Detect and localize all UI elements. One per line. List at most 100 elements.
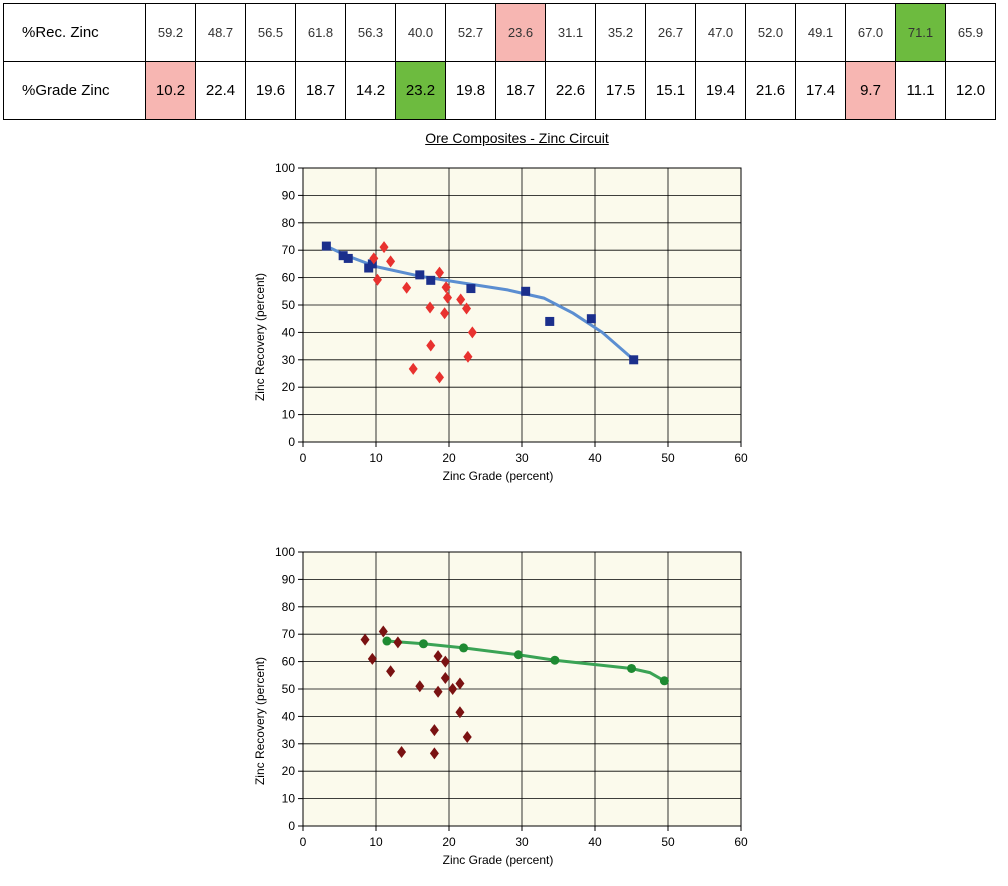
data-point-diamond xyxy=(360,633,370,646)
data-point-diamond xyxy=(463,350,473,363)
data-point-circle xyxy=(459,643,469,653)
x-tick-label: 0 xyxy=(300,451,307,465)
table-cell: 19.8 xyxy=(445,61,496,120)
table-cell: 48.7 xyxy=(195,3,246,62)
table-cell: 22.4 xyxy=(195,61,246,120)
data-point-diamond xyxy=(429,747,439,760)
table-cell: 56.3 xyxy=(345,3,396,62)
data-point-diamond xyxy=(440,307,450,320)
y-tick-label: 70 xyxy=(282,627,296,641)
table-cell: 47.0 xyxy=(695,3,746,62)
data-point-diamond xyxy=(415,680,425,693)
data-point-square xyxy=(338,251,348,261)
table-row-grade: %Grade Zinc 10.2 22.4 19.6 18.7 14.2 23.2 19.8… xyxy=(3,61,996,120)
y-tick-label: 10 xyxy=(282,408,296,422)
x-axis-label: Zinc Grade (percent) xyxy=(443,469,554,483)
data-point-diamond xyxy=(467,326,477,339)
data-point-square xyxy=(343,253,353,263)
x-tick-label: 40 xyxy=(588,835,602,849)
table-cell: 56.5 xyxy=(245,3,296,62)
table-cell: 35.2 xyxy=(595,3,646,62)
data-point-diamond xyxy=(433,685,443,698)
data-point-diamond xyxy=(397,746,407,759)
table-cell: 23.6 xyxy=(495,3,546,62)
y-tick-label: 100 xyxy=(275,545,295,559)
data-point-diamond xyxy=(462,302,472,315)
x-tick-label: 20 xyxy=(442,835,456,849)
data-point-square xyxy=(521,286,531,296)
recovery-grade-chart-bottom: 0 10 20 30 40 50 60 70 80 90 100 0 10 20 30 40 50 60 Zinc … xyxy=(253,545,748,867)
data-point-circle xyxy=(627,663,636,673)
data-point-diamond xyxy=(456,293,466,306)
data-point-diamond xyxy=(443,291,453,304)
table-cell: 49.1 xyxy=(795,3,846,62)
y-tick-label: 0 xyxy=(288,435,295,449)
data-point-diamond xyxy=(435,371,445,384)
data-point-circle xyxy=(513,650,523,660)
data-point-square xyxy=(321,241,331,251)
y-tick-label: 100 xyxy=(275,161,295,175)
y-tick-label: 20 xyxy=(282,380,296,394)
y-tick-label: 50 xyxy=(282,682,296,696)
table-cell: 19.6 xyxy=(245,61,296,120)
x-tick-label: 50 xyxy=(661,451,675,465)
table-cell: 40.0 xyxy=(395,3,446,62)
table-cell: 23.2 xyxy=(395,61,446,120)
data-point-diamond xyxy=(448,683,458,695)
table-cell: 31.1 xyxy=(545,3,596,62)
x-tick-label: 10 xyxy=(369,835,383,849)
table-cell: 10.2 xyxy=(145,61,196,120)
table-cell: 11.1 xyxy=(895,61,946,120)
y-tick-label: 60 xyxy=(282,655,296,669)
table-cell: 22.6 xyxy=(545,61,596,120)
data-point-circle xyxy=(550,655,560,665)
data-point-diamond xyxy=(440,672,450,685)
data-point-diamond xyxy=(386,255,396,268)
y-tick-label: 20 xyxy=(282,764,296,778)
table-cell: 17.5 xyxy=(595,61,646,120)
y-axis-label: Zinc Recovery (percent) xyxy=(253,657,267,785)
data-point-square xyxy=(629,355,639,365)
table-cell: 17.4 xyxy=(795,61,846,120)
data-point-diamond xyxy=(435,266,445,279)
table-cell: 65.9 xyxy=(945,3,996,62)
figure-title: Ore Composites - Zinc Circuit xyxy=(425,130,609,146)
table-cell: 52.0 xyxy=(745,3,796,62)
x-tick-label: 30 xyxy=(515,835,529,849)
y-axis-label: Zinc Recovery (percent) xyxy=(253,273,267,401)
row-label: %Grade Zinc xyxy=(3,61,146,120)
data-table: %Rec. Zinc 59.2 48.7 56.5 61.8 56.3 40.0 52.7 2… xyxy=(3,3,996,120)
y-tick-label: 30 xyxy=(282,353,296,367)
data-point-diamond xyxy=(379,241,389,254)
data-point-diamond xyxy=(393,636,403,649)
y-tick-label: 40 xyxy=(282,709,296,723)
table-cell: 15.1 xyxy=(645,61,696,120)
data-point-diamond xyxy=(462,730,472,743)
table-cell: 61.8 xyxy=(295,3,346,62)
table-cell: 12.0 xyxy=(945,61,996,120)
x-tick-label: 20 xyxy=(442,451,456,465)
y-tick-label: 60 xyxy=(282,271,296,285)
x-tick-label: 30 xyxy=(515,451,529,465)
data-point-diamond xyxy=(386,665,396,678)
table-cell: 14.2 xyxy=(345,61,396,120)
data-point-diamond xyxy=(372,273,382,286)
table-cell: 26.7 xyxy=(645,3,696,62)
data-point-diamond xyxy=(455,706,465,719)
x-tick-label: 60 xyxy=(734,451,748,465)
data-point-diamond xyxy=(367,652,377,665)
y-tick-label: 80 xyxy=(282,600,296,614)
y-tick-label: 90 xyxy=(282,188,296,202)
data-point-diamond xyxy=(425,301,435,314)
data-point-diamond xyxy=(429,724,439,737)
x-tick-label: 0 xyxy=(300,835,307,849)
table-row-recovery: %Rec. Zinc 59.2 48.7 56.5 61.8 56.3 40.0 52.7 2… xyxy=(3,3,996,62)
y-tick-label: 30 xyxy=(282,737,296,751)
table-cell: 18.7 xyxy=(295,61,346,120)
x-axis-label: Zinc Grade (percent) xyxy=(443,853,554,867)
table-cell: 71.1 xyxy=(895,3,946,62)
data-point-square xyxy=(545,316,555,326)
table-cell: 59.2 xyxy=(145,3,196,62)
table-cell: 52.7 xyxy=(445,3,496,62)
x-tick-label: 10 xyxy=(369,451,383,465)
